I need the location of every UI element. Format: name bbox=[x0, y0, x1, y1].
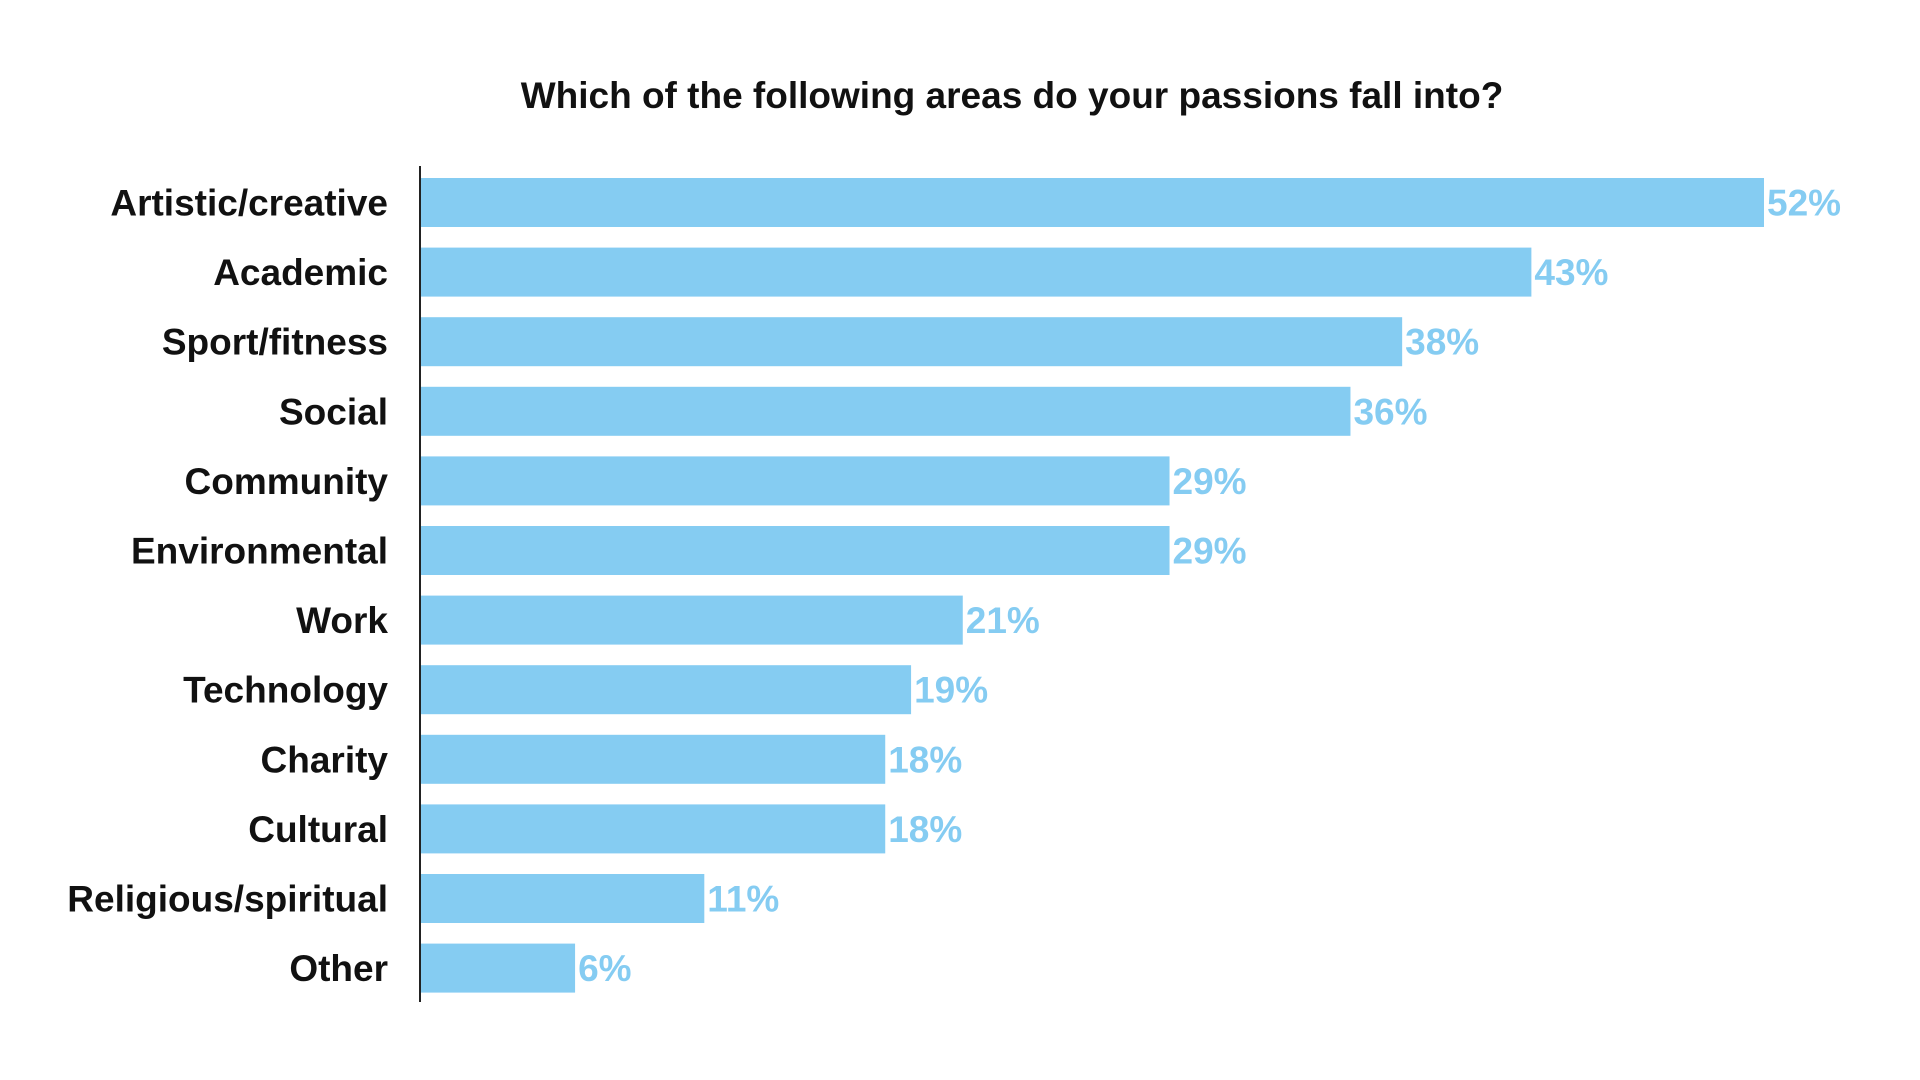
value-label: 18% bbox=[888, 809, 962, 850]
value-label: 18% bbox=[888, 739, 962, 780]
category-label: Charity bbox=[261, 739, 389, 780]
bars-group: Artistic/creative 52% Academic 43% Sport/fit… bbox=[67, 178, 1841, 993]
bar bbox=[420, 247, 1532, 297]
value-label: 29% bbox=[1173, 531, 1247, 572]
bar bbox=[420, 874, 705, 923]
category-label: Social bbox=[279, 391, 388, 432]
category-label: Sport/fitness bbox=[162, 322, 388, 363]
category-label: Technology bbox=[183, 670, 388, 711]
value-label: 29% bbox=[1173, 461, 1247, 502]
value-label: 36% bbox=[1353, 391, 1427, 432]
value-label: 11% bbox=[707, 879, 779, 920]
bar bbox=[420, 734, 886, 784]
bar bbox=[420, 317, 1403, 367]
category-label: Religious/spiritual bbox=[67, 879, 388, 920]
category-label: Other bbox=[289, 948, 388, 989]
value-label: 19% bbox=[914, 670, 988, 711]
value-label: 43% bbox=[1534, 252, 1608, 293]
bar bbox=[420, 386, 1351, 436]
bar bbox=[420, 665, 912, 715]
value-label: 6% bbox=[578, 948, 631, 989]
value-label: 21% bbox=[966, 600, 1040, 641]
category-label: Cultural bbox=[248, 809, 388, 850]
bar bbox=[420, 595, 963, 645]
category-label: Academic bbox=[213, 252, 388, 293]
bar bbox=[420, 178, 1764, 227]
bar bbox=[420, 526, 1170, 575]
category-label: Work bbox=[296, 600, 388, 641]
bar bbox=[420, 456, 1170, 506]
bar bbox=[420, 943, 576, 993]
category-label: Environmental bbox=[131, 531, 388, 572]
chart-title: Which of the following areas do your pas… bbox=[521, 75, 1504, 116]
bar bbox=[420, 804, 886, 854]
category-label: Community bbox=[185, 461, 389, 502]
value-label: 38% bbox=[1405, 322, 1479, 363]
value-label: 52% bbox=[1767, 183, 1841, 224]
category-label: Artistic/creative bbox=[110, 183, 388, 224]
